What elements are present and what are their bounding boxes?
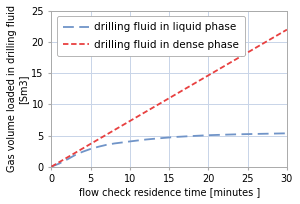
drilling fluid in liquid phase: [81, 151, 85, 153]
drilling fluid in liquid phase: [254, 133, 257, 135]
drilling fluid in liquid phase: [69, 156, 73, 159]
Line: drilling fluid in liquid phase: drilling fluid in liquid phase: [52, 133, 287, 167]
Y-axis label: Gas volume loaded in drilling fluid
[Sm3]: Gas volume loaded in drilling fluid [Sm3…: [7, 5, 28, 172]
drilling fluid in liquid phase: [160, 137, 163, 139]
drilling fluid in liquid phase: [77, 152, 81, 154]
drilling fluid in liquid phase: [128, 140, 132, 143]
drilling fluid in liquid phase: [222, 133, 226, 136]
X-axis label: flow check residence time [minutes ]: flow check residence time [minutes ]: [79, 187, 260, 197]
drilling fluid in liquid phase: [285, 132, 289, 135]
drilling fluid in liquid phase: [61, 160, 65, 163]
drilling fluid in liquid phase: [269, 132, 273, 135]
Legend: drilling fluid in liquid phase, drilling fluid in dense phase: drilling fluid in liquid phase, drilling…: [57, 16, 245, 56]
drilling fluid in liquid phase: [89, 148, 92, 150]
drilling fluid in liquid phase: [120, 141, 124, 144]
drilling fluid in liquid phase: [54, 164, 57, 166]
drilling fluid in liquid phase: [73, 154, 77, 156]
drilling fluid in liquid phase: [58, 162, 61, 165]
drilling fluid in liquid phase: [97, 145, 101, 148]
drilling fluid in liquid phase: [175, 136, 179, 138]
drilling fluid in liquid phase: [191, 135, 194, 137]
drilling fluid in liquid phase: [50, 165, 53, 168]
drilling fluid in liquid phase: [112, 142, 116, 145]
drilling fluid in liquid phase: [207, 134, 210, 136]
drilling fluid in liquid phase: [65, 158, 69, 161]
drilling fluid in liquid phase: [238, 133, 242, 135]
drilling fluid in liquid phase: [144, 138, 147, 141]
drilling fluid in liquid phase: [105, 144, 108, 146]
